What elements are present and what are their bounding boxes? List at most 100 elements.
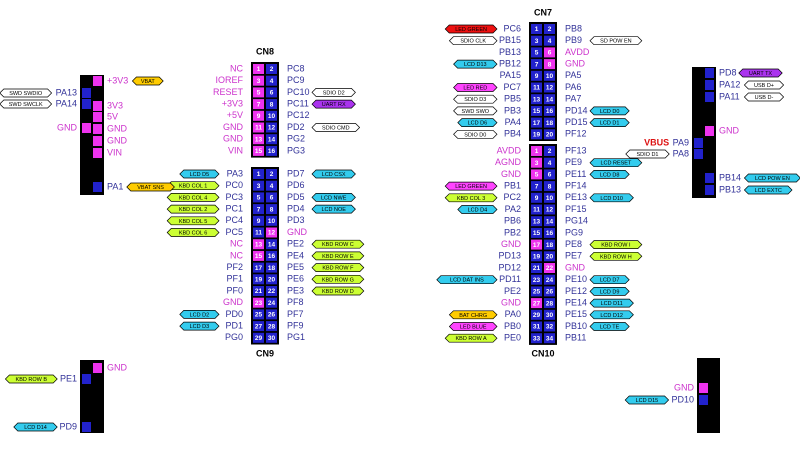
header-pin [694, 138, 703, 148]
pin-cell [531, 70, 542, 81]
pin-number: 12 [546, 207, 554, 214]
signal-tag [166, 228, 220, 237]
pin-cell [253, 274, 264, 285]
signal-tag-text: LCD TE [600, 324, 620, 330]
pin-cell [253, 250, 264, 261]
pin-number: 28 [546, 300, 554, 307]
signal-tag [13, 422, 58, 432]
pin-cell [253, 286, 264, 296]
pin-number: 27 [255, 323, 263, 330]
pin-label: GND [223, 297, 244, 307]
signal-tag [131, 76, 164, 86]
pin-label: PF0 [226, 285, 243, 295]
pin-label: NC [230, 250, 243, 260]
pin-number: 9 [257, 218, 261, 225]
signal-tag-text: LCD D12 [600, 313, 623, 319]
signal-tag [311, 169, 356, 179]
pin-label: PC10 [287, 87, 310, 97]
pin-number: 1 [535, 148, 539, 155]
pin-label: VIN [228, 145, 243, 155]
pin-cell [531, 82, 542, 93]
pin-label: AGND [495, 157, 522, 167]
pin-number: 16 [546, 108, 554, 115]
signal-tag [448, 322, 498, 331]
signal-tag-text: KBD ROW E [322, 254, 354, 260]
signal-tag [311, 204, 356, 214]
pin-cell [531, 251, 542, 262]
pin-label: GND [719, 125, 740, 135]
pin-number: 23 [533, 277, 541, 284]
pin-label: PE2 [504, 286, 521, 296]
pin-label: PA0 [505, 309, 521, 319]
signal-tag [311, 99, 356, 109]
pin-cell [266, 87, 277, 98]
pin-label: PE2 [287, 239, 304, 249]
pin-cell [266, 321, 277, 332]
pin-label: PE6 [287, 274, 304, 284]
pin-number: 29 [255, 335, 263, 342]
pin-cell [253, 309, 264, 320]
pin-number: 19 [533, 132, 541, 139]
signal-tag [743, 185, 793, 195]
pin-number: 24 [546, 277, 554, 284]
signal-tag-text: LCD D0 [600, 109, 620, 115]
pin-number: 11 [255, 125, 262, 132]
pin-number: 3 [535, 160, 539, 167]
pin-cell [266, 309, 277, 320]
pin-number: 17 [533, 120, 541, 127]
pin-cell [544, 227, 555, 238]
pin-label: PB8 [565, 23, 582, 33]
pin-note: VBUS [644, 137, 669, 147]
pin-label: +5V [227, 110, 243, 120]
pin-number: 6 [548, 50, 552, 57]
pin-cell [544, 157, 555, 168]
signal-tag-text: LCD NOE [321, 207, 346, 213]
pin-cell [266, 239, 277, 250]
signal-tag-text: LCD EXTC [755, 188, 782, 194]
signal-tag-text: LCD D4 [468, 207, 488, 213]
signal-tag [311, 123, 361, 132]
pin-cell [531, 227, 542, 238]
pin-label: PB1 [504, 180, 521, 190]
pin-label: PA12 [719, 79, 740, 89]
signal-tag [457, 118, 498, 127]
pin-number: 4 [270, 78, 274, 85]
signal-tag-text: KBD COL 2 [179, 207, 208, 213]
pin-cell [531, 204, 542, 215]
pin-label: GND [287, 227, 308, 237]
pin-number: 10 [546, 195, 554, 202]
pin-label: PG0 [225, 332, 243, 342]
pin-number: 30 [546, 312, 554, 319]
signal-tag-text: SDIO CLK [460, 39, 486, 45]
pin-label: PD1 [225, 320, 243, 330]
signal-tag [738, 68, 783, 78]
header-pin [93, 182, 102, 192]
pin-cell [544, 309, 555, 320]
signal-tag-text: LCD D7 [600, 278, 620, 284]
signal-tag-text: LCD POW EN [755, 176, 790, 182]
signal-tag [589, 287, 630, 296]
pin-number: 9 [535, 73, 539, 80]
pin-cell [531, 216, 542, 227]
signal-tag [589, 36, 643, 46]
signal-tag-text: LCD CSX [322, 172, 346, 178]
pin-label: PE7 [565, 251, 582, 261]
signal-tag [311, 193, 356, 202]
pin-label: AVDD [565, 47, 590, 57]
pin-number: 29 [533, 312, 541, 319]
pin-cell [266, 180, 277, 191]
pin-number: 17 [255, 265, 263, 272]
signal-tag [589, 106, 630, 116]
pin-number: 13 [255, 241, 263, 248]
signal-tag-text: KBD ROW C [322, 242, 354, 248]
pin-cell [266, 250, 277, 261]
pin-cell [544, 251, 555, 262]
pin-label: PG3 [287, 145, 305, 155]
pin-label: PA1 [107, 181, 123, 191]
pin-cell [544, 70, 555, 81]
pin-cell [531, 321, 542, 332]
pin-number: 14 [268, 136, 276, 143]
header-pin [93, 101, 102, 111]
pin-label: PB14 [719, 172, 741, 182]
pin-cell [266, 169, 277, 179]
